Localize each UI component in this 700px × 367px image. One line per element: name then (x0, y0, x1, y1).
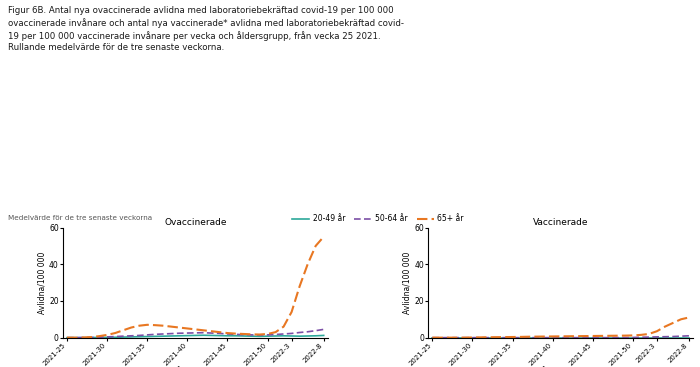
Y-axis label: Avlidna/100 000: Avlidna/100 000 (402, 251, 412, 314)
Legend: 20-49 år, 50-64 år, 65+ år: 20-49 år, 50-64 år, 65+ år (289, 211, 467, 226)
Title: Ovaccinerade: Ovaccinerade (164, 218, 227, 227)
Text: Figur 6B. Antal nya ovaccinerade avlidna med laboratoriebekräftad covid-19 per 1: Figur 6B. Antal nya ovaccinerade avlidna… (8, 6, 405, 52)
Y-axis label: Avlidna/100 000: Avlidna/100 000 (37, 251, 46, 314)
Text: Medelvärde för de tre senaste veckorna: Medelvärde för de tre senaste veckorna (8, 215, 153, 221)
Title: Vaccinerade: Vaccinerade (533, 218, 589, 227)
